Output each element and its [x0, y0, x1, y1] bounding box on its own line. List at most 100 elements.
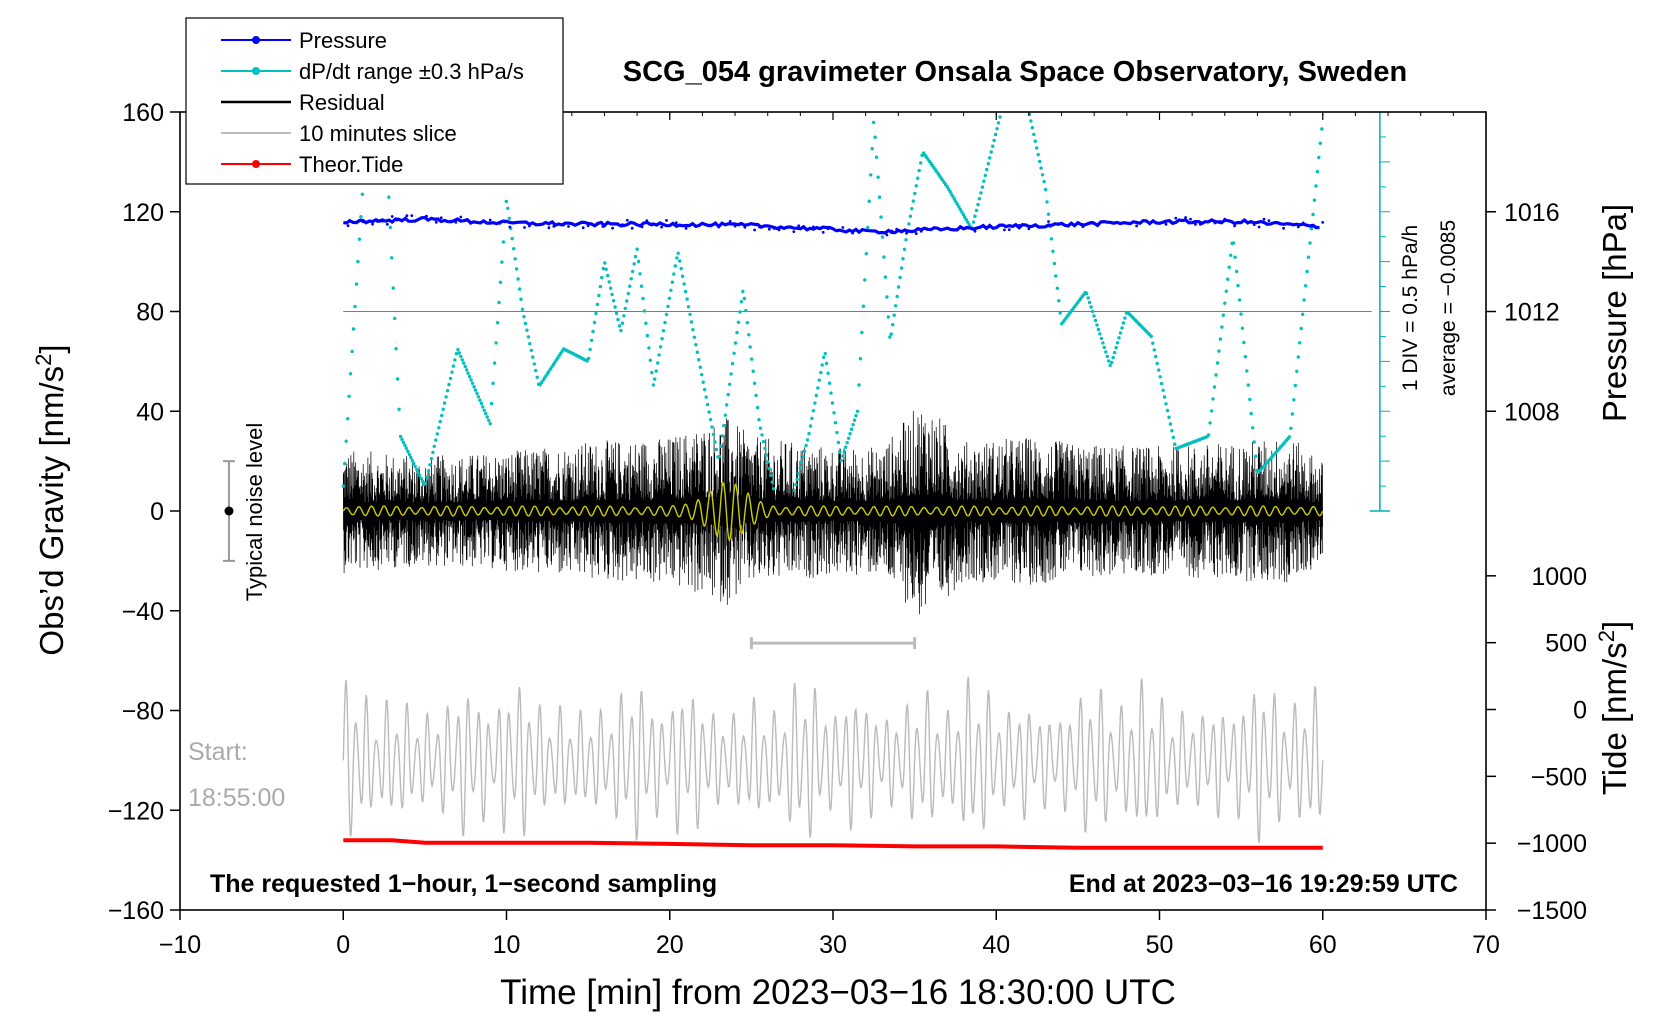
dpdt-point: [650, 370, 654, 375]
dpdt-point: [535, 375, 539, 379]
dpdt-point: [395, 377, 400, 381]
dpdt-point: [597, 293, 601, 298]
dpdt-point: [805, 438, 810, 442]
dpdt-point: [1217, 349, 1221, 353]
dpdt-point: [644, 321, 648, 325]
dpdt-point: [672, 272, 676, 276]
dpdt-point: [1251, 426, 1255, 430]
dpdt-point: [757, 418, 761, 422]
dpdt-point: [416, 470, 420, 475]
dpdt-point: [982, 179, 986, 183]
dpdt-point: [1151, 341, 1155, 345]
pressure-point: [792, 230, 796, 234]
pressure-point: [621, 223, 624, 227]
pressure-point: [1184, 216, 1187, 219]
dpdt-point: [1171, 435, 1176, 440]
dpdt-point: [861, 304, 866, 308]
pressure-point: [371, 222, 374, 226]
annotation-bottom-right: End at 2023−03−16 19:29:59 UTC: [1069, 870, 1458, 898]
dpdt-point: [456, 348, 460, 352]
pressure-point: [733, 224, 737, 228]
dpdt-point: [1218, 337, 1223, 341]
dpdt-point: [451, 364, 456, 368]
dpdt-point: [1223, 301, 1227, 305]
dpdt-point: [883, 275, 888, 279]
dpdt-point: [635, 247, 639, 251]
legend-marker: [252, 36, 260, 44]
dpdt-point: [695, 350, 699, 354]
dpdt-point: [531, 355, 535, 359]
dpdt-point: [827, 381, 832, 385]
pressure-point: [596, 221, 600, 225]
pressure-point: [650, 223, 654, 227]
dpdt-point: [407, 452, 412, 457]
dpdt-point: [1311, 212, 1315, 217]
dpdt-point: [481, 405, 485, 409]
dpdt-point: [801, 455, 805, 459]
pressure-point: [645, 219, 649, 223]
dpdt-point: [648, 358, 652, 362]
dpdt-point: [755, 405, 760, 410]
dpdt-point: [1085, 291, 1089, 296]
dpdt-point: [1110, 360, 1114, 365]
dpdt-point: [440, 413, 444, 418]
dpdt-point: [1292, 398, 1296, 402]
pressure-point: [826, 227, 830, 231]
dpdt-point: [589, 338, 594, 343]
pressure-point: [346, 224, 350, 228]
pressure-point: [777, 228, 781, 232]
pressure-point: [709, 224, 712, 228]
dpdt-point: [902, 247, 907, 251]
pressure-point: [523, 226, 526, 229]
dpdt-point: [1224, 289, 1229, 293]
dpdt-point: [460, 358, 464, 362]
dpdt-point: [847, 436, 851, 440]
dpdt-point: [1090, 309, 1095, 314]
dpdt-point: [1312, 198, 1317, 202]
dpdt-point: [764, 453, 769, 457]
dpdt-point: [1112, 350, 1117, 355]
dpdt-point: [660, 337, 664, 341]
dpdt-point: [1301, 312, 1305, 316]
dpdt-point: [1254, 454, 1258, 458]
dpdt-point: [1296, 355, 1301, 359]
dpdt-point: [1043, 187, 1048, 192]
dpdt-point: [1231, 241, 1236, 245]
dpdt-point: [1227, 265, 1231, 269]
dpdt-point: [719, 444, 723, 448]
dpdt-point: [1046, 212, 1051, 216]
pressure-point: [973, 229, 977, 233]
dpdt-point: [600, 275, 604, 280]
dpdt-point: [948, 189, 952, 194]
dpdt-point: [885, 295, 889, 299]
x-tick-label: 30: [819, 931, 847, 959]
dpdt-point: [869, 173, 873, 177]
dpdt-point: [1158, 375, 1162, 379]
dpdt-point: [795, 477, 799, 481]
pressure-point: [1007, 228, 1011, 232]
dpdt-point: [426, 469, 431, 473]
dpdt-point: [820, 363, 824, 367]
dpdt-point: [495, 321, 500, 325]
dpdt-point: [514, 267, 519, 271]
dpdt-point: [485, 415, 489, 419]
dpdt-point: [592, 320, 597, 325]
dpdt-point: [952, 197, 957, 201]
dpdt-point: [895, 294, 899, 299]
dpdt-point: [423, 481, 428, 485]
series-10min-slice: [342, 676, 1324, 844]
dpdt-point: [1045, 200, 1049, 204]
dpdt-point: [1149, 334, 1154, 339]
dpdt-point: [625, 299, 629, 303]
dpdt-point: [985, 167, 989, 172]
dpdt-point: [1293, 383, 1298, 388]
dpdt-point: [722, 423, 726, 428]
dpdt-point: [348, 372, 353, 376]
dpdt-point: [638, 272, 642, 276]
dpdt-point: [1214, 373, 1218, 377]
dpdt-point: [1211, 397, 1215, 401]
dpdt-point: [826, 371, 830, 375]
dpdt-point: [639, 284, 644, 288]
dpdt-point: [645, 333, 650, 338]
dpdt-point: [676, 251, 680, 255]
